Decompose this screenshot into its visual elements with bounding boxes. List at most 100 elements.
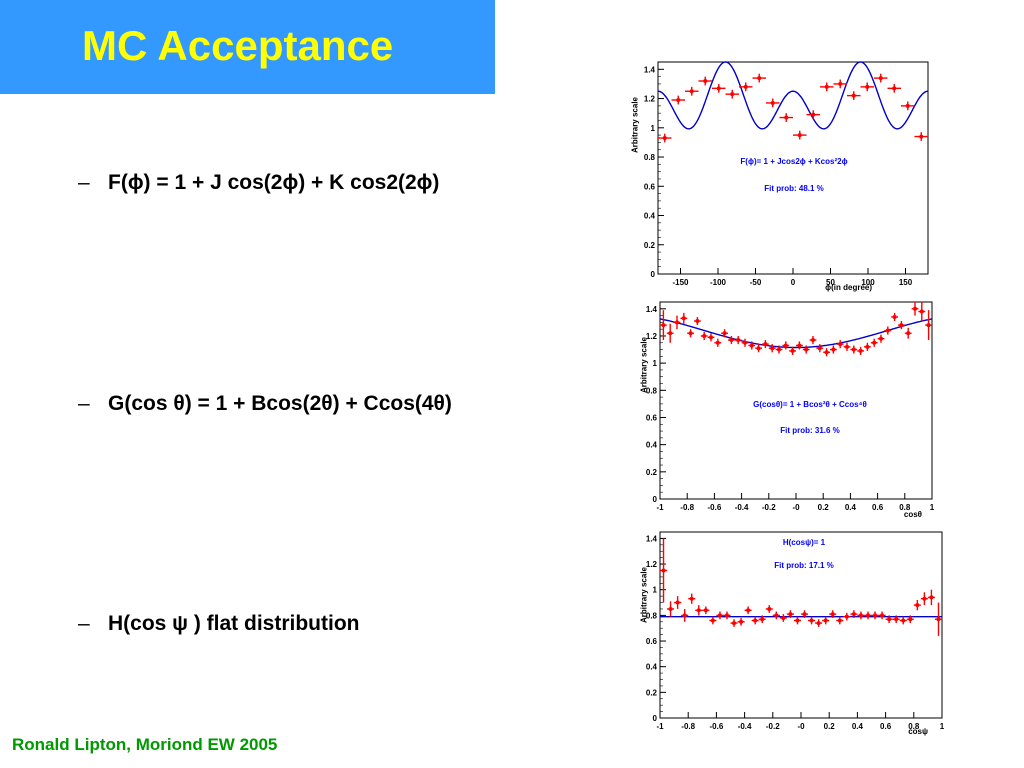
y-tick-label: 0.2 <box>644 241 656 250</box>
data-point <box>710 618 715 623</box>
data-point <box>661 323 666 328</box>
data-point <box>753 618 758 623</box>
data-point <box>831 347 836 352</box>
x-tick-label: 0.6 <box>872 503 884 512</box>
y-tick-label: 1.2 <box>644 95 656 104</box>
x-tick-label: 0 <box>791 278 796 287</box>
data-point <box>739 619 744 624</box>
data-point <box>894 617 899 622</box>
x-tick-label: 150 <box>899 278 913 287</box>
y-tick-label: 1.4 <box>646 305 658 314</box>
data-point <box>824 350 829 355</box>
data-point <box>811 112 816 117</box>
x-tick-label: -0.4 <box>738 722 752 731</box>
y-tick-label: 0.6 <box>646 637 658 646</box>
data-point <box>837 618 842 623</box>
data-point <box>689 89 694 94</box>
plot-frame <box>657 61 929 275</box>
y-tick-label: 1 <box>651 124 656 133</box>
costheta-acceptance-plot: 0 0.2 0.4 0.6 0.8 1 1.2 1.4 -1 -0.8 -0.6 -0.4 -0.2 -0… <box>640 301 935 519</box>
data-point <box>743 340 747 345</box>
data-point <box>681 316 686 321</box>
data-point <box>906 331 911 336</box>
y-tick-label: 1 <box>653 586 658 595</box>
data-point <box>746 608 751 613</box>
x-tick-label: 0.6 <box>880 722 892 731</box>
x-axis-label: cosψ <box>908 727 928 736</box>
y-tick-label: 0 <box>653 714 658 723</box>
data-point <box>885 328 890 333</box>
data-point <box>824 84 829 89</box>
data-point <box>873 613 878 618</box>
x-tick-label: 0.8 <box>908 722 920 731</box>
data-point <box>919 309 924 314</box>
data-point <box>760 617 765 622</box>
x-tick-label: -0.2 <box>762 503 776 512</box>
fit-annotation: Fit prob: 17.1 % <box>774 561 834 570</box>
data-point <box>743 84 748 89</box>
x-tick-label: -0.4 <box>735 503 749 512</box>
data-point <box>838 342 843 347</box>
y-tick-label: 0.6 <box>644 182 656 191</box>
y-tick-label: 1.2 <box>646 560 658 569</box>
data-point <box>908 617 913 622</box>
x-tick-label: 1 <box>930 503 935 512</box>
data-point <box>797 343 802 348</box>
data-point <box>709 335 713 340</box>
data-point <box>668 331 673 336</box>
data-point <box>811 338 815 343</box>
data-point <box>715 340 720 345</box>
data-point <box>724 613 729 618</box>
data-point <box>879 336 883 341</box>
fit-curve <box>657 61 929 130</box>
y-tick-label: 0.2 <box>646 468 658 477</box>
data-point <box>851 347 856 352</box>
y-tick-label: 1 <box>653 359 658 368</box>
cospsi-acceptance-plot: 0 0.2 0.4 0.6 0.8 1 1.2 1.4 -1 -0.8 -0.6 -0.4 -0.2 -0… <box>640 531 945 736</box>
bullet-dash: – <box>78 171 90 194</box>
data-point <box>929 595 934 600</box>
bullet-dash: – <box>78 612 90 635</box>
data-point <box>662 136 667 141</box>
data-point <box>770 346 775 351</box>
y-tick-label: 0.4 <box>646 441 658 450</box>
data-point <box>838 81 843 86</box>
data-point <box>844 614 849 619</box>
data-point <box>816 621 821 626</box>
data-point <box>865 613 870 618</box>
data-point <box>790 348 795 353</box>
data-point <box>777 347 781 352</box>
x-tick-label: -1 <box>656 503 664 512</box>
y-tick-label: 0.8 <box>646 386 658 395</box>
data-point <box>795 618 800 623</box>
data-point <box>702 333 707 338</box>
data-point <box>919 134 924 139</box>
x-tick-label: 100 <box>861 278 875 287</box>
data-point <box>922 596 927 601</box>
data-point <box>703 79 708 84</box>
y-tick-label: 0.8 <box>644 153 656 162</box>
data-point <box>845 344 849 349</box>
data-point <box>756 346 761 351</box>
data-point <box>936 617 941 622</box>
y-tick-label: 1.4 <box>644 65 656 74</box>
data-point <box>926 323 931 328</box>
data-point <box>749 343 754 348</box>
data-point <box>774 613 779 618</box>
y-tick-label: 1.4 <box>646 534 658 543</box>
x-tick-label: -0.8 <box>681 722 695 731</box>
y-tick-label: 0.6 <box>646 413 658 422</box>
data-point <box>716 86 721 91</box>
data-point <box>729 338 734 343</box>
bullet-dash: – <box>78 392 90 415</box>
data-point <box>878 76 883 81</box>
x-tick-label: -0 <box>797 722 805 731</box>
x-tick-label: 50 <box>826 278 835 287</box>
data-point <box>851 93 856 98</box>
footer-author: Ronald Lipton, Moriond EW 2005 <box>12 735 278 754</box>
x-tick-label: -0.8 <box>680 503 694 512</box>
x-tick-label: 0.8 <box>899 503 911 512</box>
phi-acceptance-plot: 0 0.2 0.4 0.6 0.8 1 1.2 1.4 -150 -100 -50 0 50 100 150… <box>631 61 929 292</box>
x-axis-label: cosθ <box>904 510 922 519</box>
data-point <box>783 343 788 348</box>
